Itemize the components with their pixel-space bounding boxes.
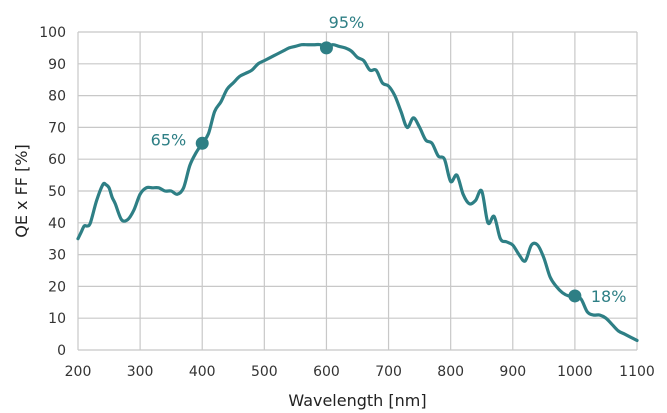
y-tick-label: 0 — [57, 343, 66, 359]
y-tick-label: 50 — [48, 184, 66, 200]
y-tick-label: 30 — [48, 248, 66, 264]
annotation-markers: 65% 95% 18% — [151, 13, 627, 306]
y-tick-label: 20 — [48, 279, 66, 295]
series-line-0 — [76, 42, 639, 343]
x-tick-label: 300 — [127, 364, 154, 380]
annotation-label: 95% — [329, 13, 365, 32]
y-axis-title: QE x FF [%] — [12, 144, 31, 238]
x-axis-ticks: 200 300 400 500 600 700 800 900 1000 1100 — [65, 364, 655, 380]
y-tick-label: 100 — [39, 25, 66, 41]
y-tick-label: 80 — [48, 89, 66, 105]
x-tick-label: 900 — [499, 364, 526, 380]
x-tick-label: 500 — [251, 364, 278, 380]
annotation-marker — [568, 289, 582, 303]
annotation-label: 18% — [591, 287, 627, 306]
y-axis-ticks: 0 10 20 30 40 50 60 70 80 90 100 — [39, 25, 66, 359]
y-tick-label: 90 — [48, 57, 66, 73]
y-tick-label: 70 — [48, 120, 66, 136]
x-tick-label: 1000 — [557, 364, 593, 380]
x-tick-label: 600 — [313, 364, 340, 380]
x-tick-label: 1100 — [619, 364, 655, 380]
annotation-marker — [319, 41, 333, 55]
x-tick-label: 700 — [375, 364, 402, 380]
y-tick-label: 60 — [48, 152, 66, 168]
annotation-marker — [195, 136, 209, 150]
x-tick-label: 400 — [189, 364, 216, 380]
annotation-label: 65% — [151, 130, 187, 149]
x-tick-label: 800 — [437, 364, 464, 380]
x-axis-title: Wavelength [nm] — [288, 391, 426, 410]
y-tick-label: 10 — [48, 311, 66, 327]
x-tick-label: 200 — [65, 364, 92, 380]
y-tick-label: 40 — [48, 216, 66, 232]
series-layer — [76, 42, 639, 343]
